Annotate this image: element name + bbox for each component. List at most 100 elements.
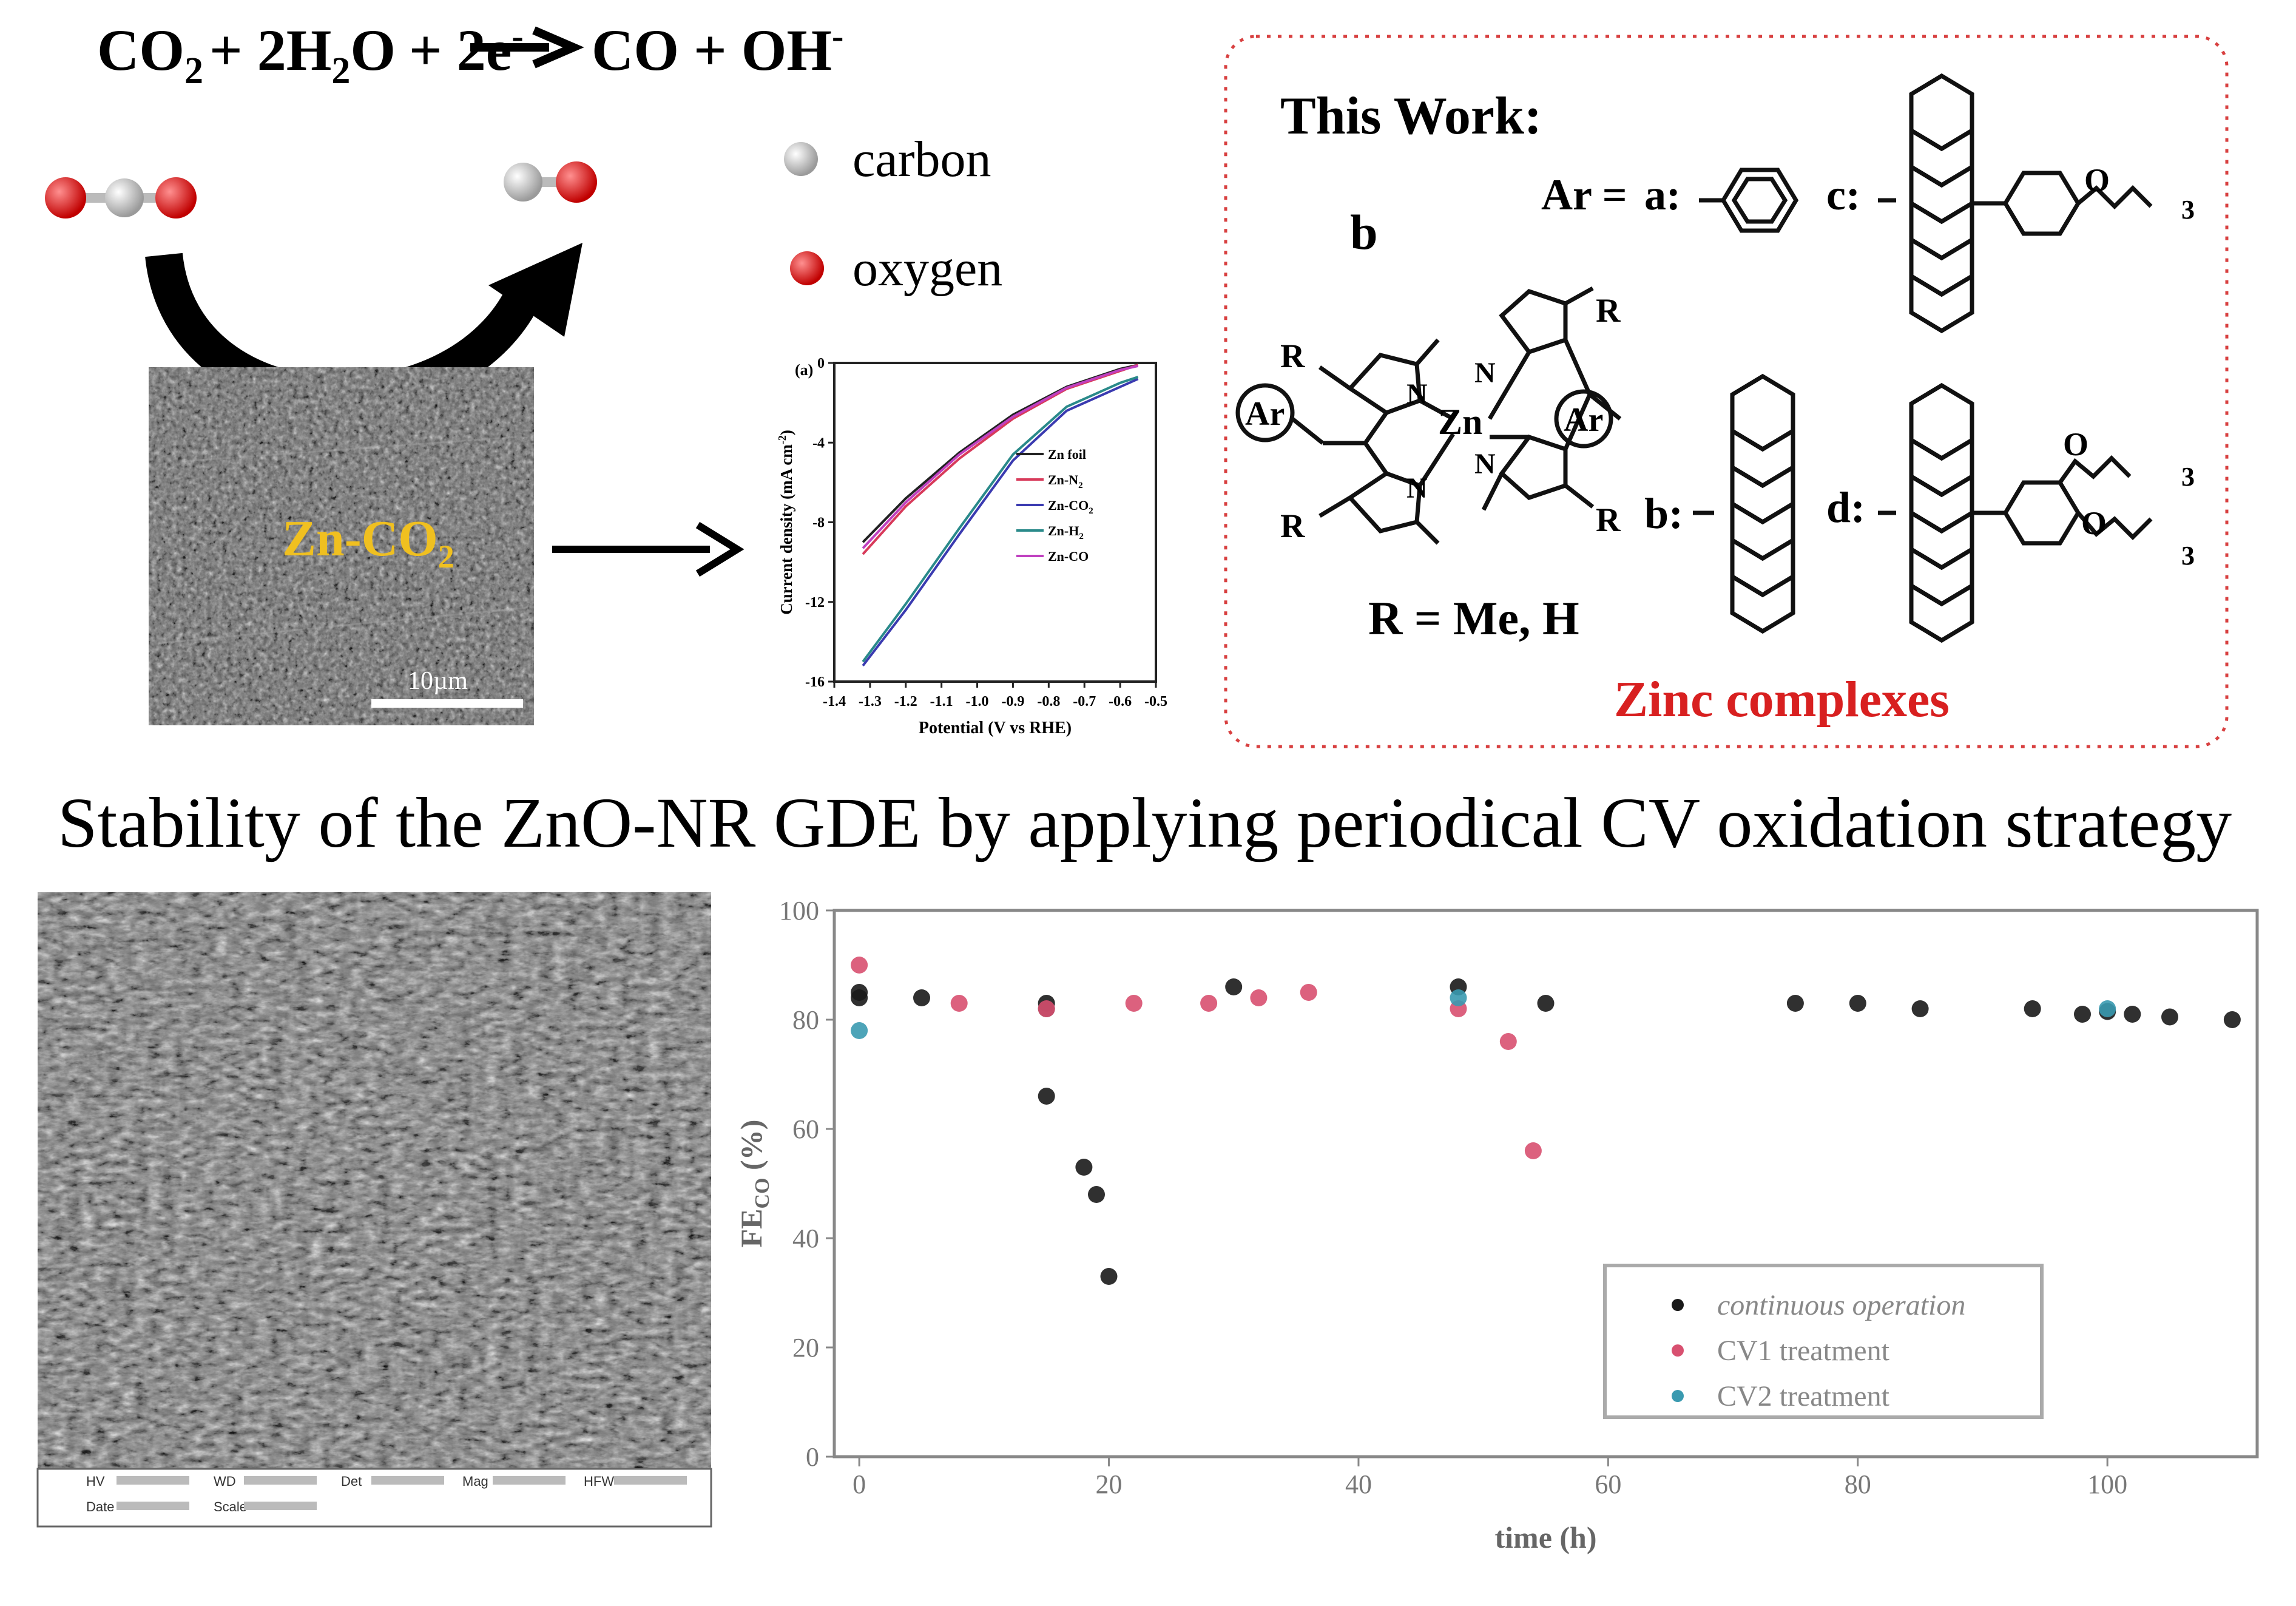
fe-y-tick-label: 100 (779, 896, 819, 926)
carbon-atom-icon (784, 142, 818, 176)
eq-co2: CO (97, 18, 184, 83)
lsv-x-tick-label: -1.2 (894, 694, 917, 710)
r-label-2: R (1280, 507, 1305, 545)
fe-data-point (1250, 989, 1268, 1006)
oxygen-atom-icon (790, 251, 824, 285)
fe-data-point (1450, 989, 1467, 1006)
fe-y-tick-label: 40 (792, 1224, 819, 1253)
sem-info-field: Det (341, 1474, 362, 1489)
sem-info-value-blur (116, 1476, 189, 1485)
lsv-x-tick-label: -0.6 (1109, 694, 1132, 710)
fe-data-point (1038, 1000, 1055, 1017)
r-label-4: R (1596, 501, 1621, 539)
lsv-x-tick-label: -0.8 (1037, 694, 1060, 710)
fe-y-tick-label: 60 (792, 1114, 819, 1144)
co2-molecule-icon (45, 177, 197, 219)
sem-info-value-blur (614, 1476, 687, 1485)
reaction-arrow-icon (470, 26, 584, 69)
fe-data-point (2074, 1006, 2091, 1023)
fe-legend-marker (1672, 1299, 1684, 1311)
arrow-to-chart-icon (552, 521, 745, 577)
fe-data-point (2223, 1011, 2241, 1028)
sem-info-field: WD (214, 1474, 236, 1489)
sem-info-field: HFW (584, 1474, 614, 1489)
fe-data-point (1300, 984, 1317, 1001)
option-c: c: (1826, 171, 1860, 219)
sem-info-value-blur (116, 1502, 189, 1510)
fe-data-point (2099, 1000, 2116, 1017)
fe-data-point (1075, 1159, 1093, 1176)
fe-data-point (851, 1022, 868, 1039)
lsv-legend-label: Zn foil (1048, 447, 1086, 462)
sem-image-zno-nr: HV WD Det Mag HFW Date Scale (36, 892, 712, 1528)
lsv-panel-label: (a) (795, 361, 813, 379)
r-label-3: R (1596, 292, 1621, 330)
sem-info-fields: HV WD Det Mag HFW Date Scale (86, 1474, 687, 1514)
ether-o-d2: O (2081, 505, 2107, 541)
lsv-curve (862, 378, 1139, 667)
fe-data-point (1225, 978, 1243, 995)
eq-oh-sup: - (832, 16, 843, 56)
lsv-y-tick-label: -4 (812, 435, 825, 451)
r-definition: R = Me, H (1368, 592, 1579, 645)
fe-plot-area (832, 909, 2259, 1459)
ar-circle-right: Ar (1564, 401, 1603, 439)
fe-x-tick-label: 20 (1096, 1469, 1123, 1499)
fe-x-tick-label: 60 (1595, 1469, 1621, 1499)
fe-data-point (1125, 995, 1143, 1012)
option-b: b: (1644, 489, 1683, 538)
ether-o-c: O (2084, 162, 2110, 198)
fe-y-axis-label: FECO (%) (734, 1120, 774, 1248)
fe-x-tick-label: 0 (853, 1469, 866, 1499)
lsv-x-tick-label: -1.0 (966, 694, 989, 710)
panel-border (1224, 35, 2229, 748)
carbon-label: carbon (853, 131, 991, 188)
sem-info-field: Scale (214, 1499, 247, 1514)
lsv-legend-label: Zn-CO2 (1048, 498, 1093, 516)
zinc-dipyrrin-structure (1235, 286, 1622, 545)
sem-info-field: HV (86, 1474, 105, 1489)
sem-scale-label: 10µm (408, 667, 468, 695)
option-d: d: (1826, 483, 1865, 532)
lsv-y-tick-label: -12 (805, 595, 825, 611)
fe-data-point (2124, 1006, 2141, 1023)
lsv-x-tick-label: -1.1 (930, 694, 953, 710)
ar-circle-left: Ar (1245, 395, 1285, 433)
fe-y-tick-label: 0 (806, 1442, 819, 1472)
fe-data-point (1537, 995, 1555, 1012)
stability-title: Stability of the ZnO-NR GDE by applying … (58, 783, 2232, 862)
fe-data-point (913, 989, 930, 1006)
fe-data-point (950, 995, 968, 1012)
fe-data-point (1849, 995, 1866, 1012)
panel-heading: This Work: (1280, 87, 1542, 146)
lsv-y-axis-label: Current density (mA cm-2) (776, 430, 795, 615)
r-label-1: R (1280, 337, 1305, 375)
fe-data-point (1524, 1142, 1542, 1159)
fe-data-point (851, 984, 868, 1001)
ether-sub-d2: 3 (2181, 541, 2195, 571)
lsv-curve (862, 376, 1139, 663)
n-label-2: N (1406, 472, 1428, 504)
lsv-x-tick-label: -1.4 (823, 694, 846, 710)
lsv-y-tick-label: 0 (817, 356, 825, 371)
aryl-structures (1693, 73, 2153, 643)
fe-chart: 0 20 40 60 80 100 0 20 40 60 80 100 time (h) FECO (%)… (734, 896, 2259, 1554)
ether-sub-d1: 3 (2181, 462, 2195, 492)
n-label-3: N (1474, 357, 1496, 389)
lsv-chart: (a)-1.4 -1.3 -1.2 -1.1 -1.0 -0.9 -0.8 -0.7 -0.6-… (776, 356, 1167, 737)
fe-data-point (851, 957, 868, 974)
reaction-equation: CO2 + 2H2O + 2e- CO + OH- (97, 16, 843, 92)
fe-data-point (1499, 1033, 1517, 1050)
fe-y-tick-label: 20 (792, 1333, 819, 1363)
eq-water-sub: 2 (331, 50, 350, 92)
eq-water-o: O (350, 18, 396, 83)
panel-caption: Zinc complexes (1614, 671, 1950, 728)
fe-data-point (1100, 1268, 1118, 1285)
lsv-x-tick-label: -1.3 (859, 694, 882, 710)
ether-sub-c: 3 (2181, 195, 2195, 225)
fe-legend-marker (1672, 1390, 1684, 1402)
eq-products: CO + OH (592, 18, 832, 83)
lsv-y-tick-label: -16 (805, 674, 825, 690)
fe-data-point (1088, 1186, 1105, 1203)
zinc-complexes-panel: This Work: b (1224, 35, 2229, 748)
